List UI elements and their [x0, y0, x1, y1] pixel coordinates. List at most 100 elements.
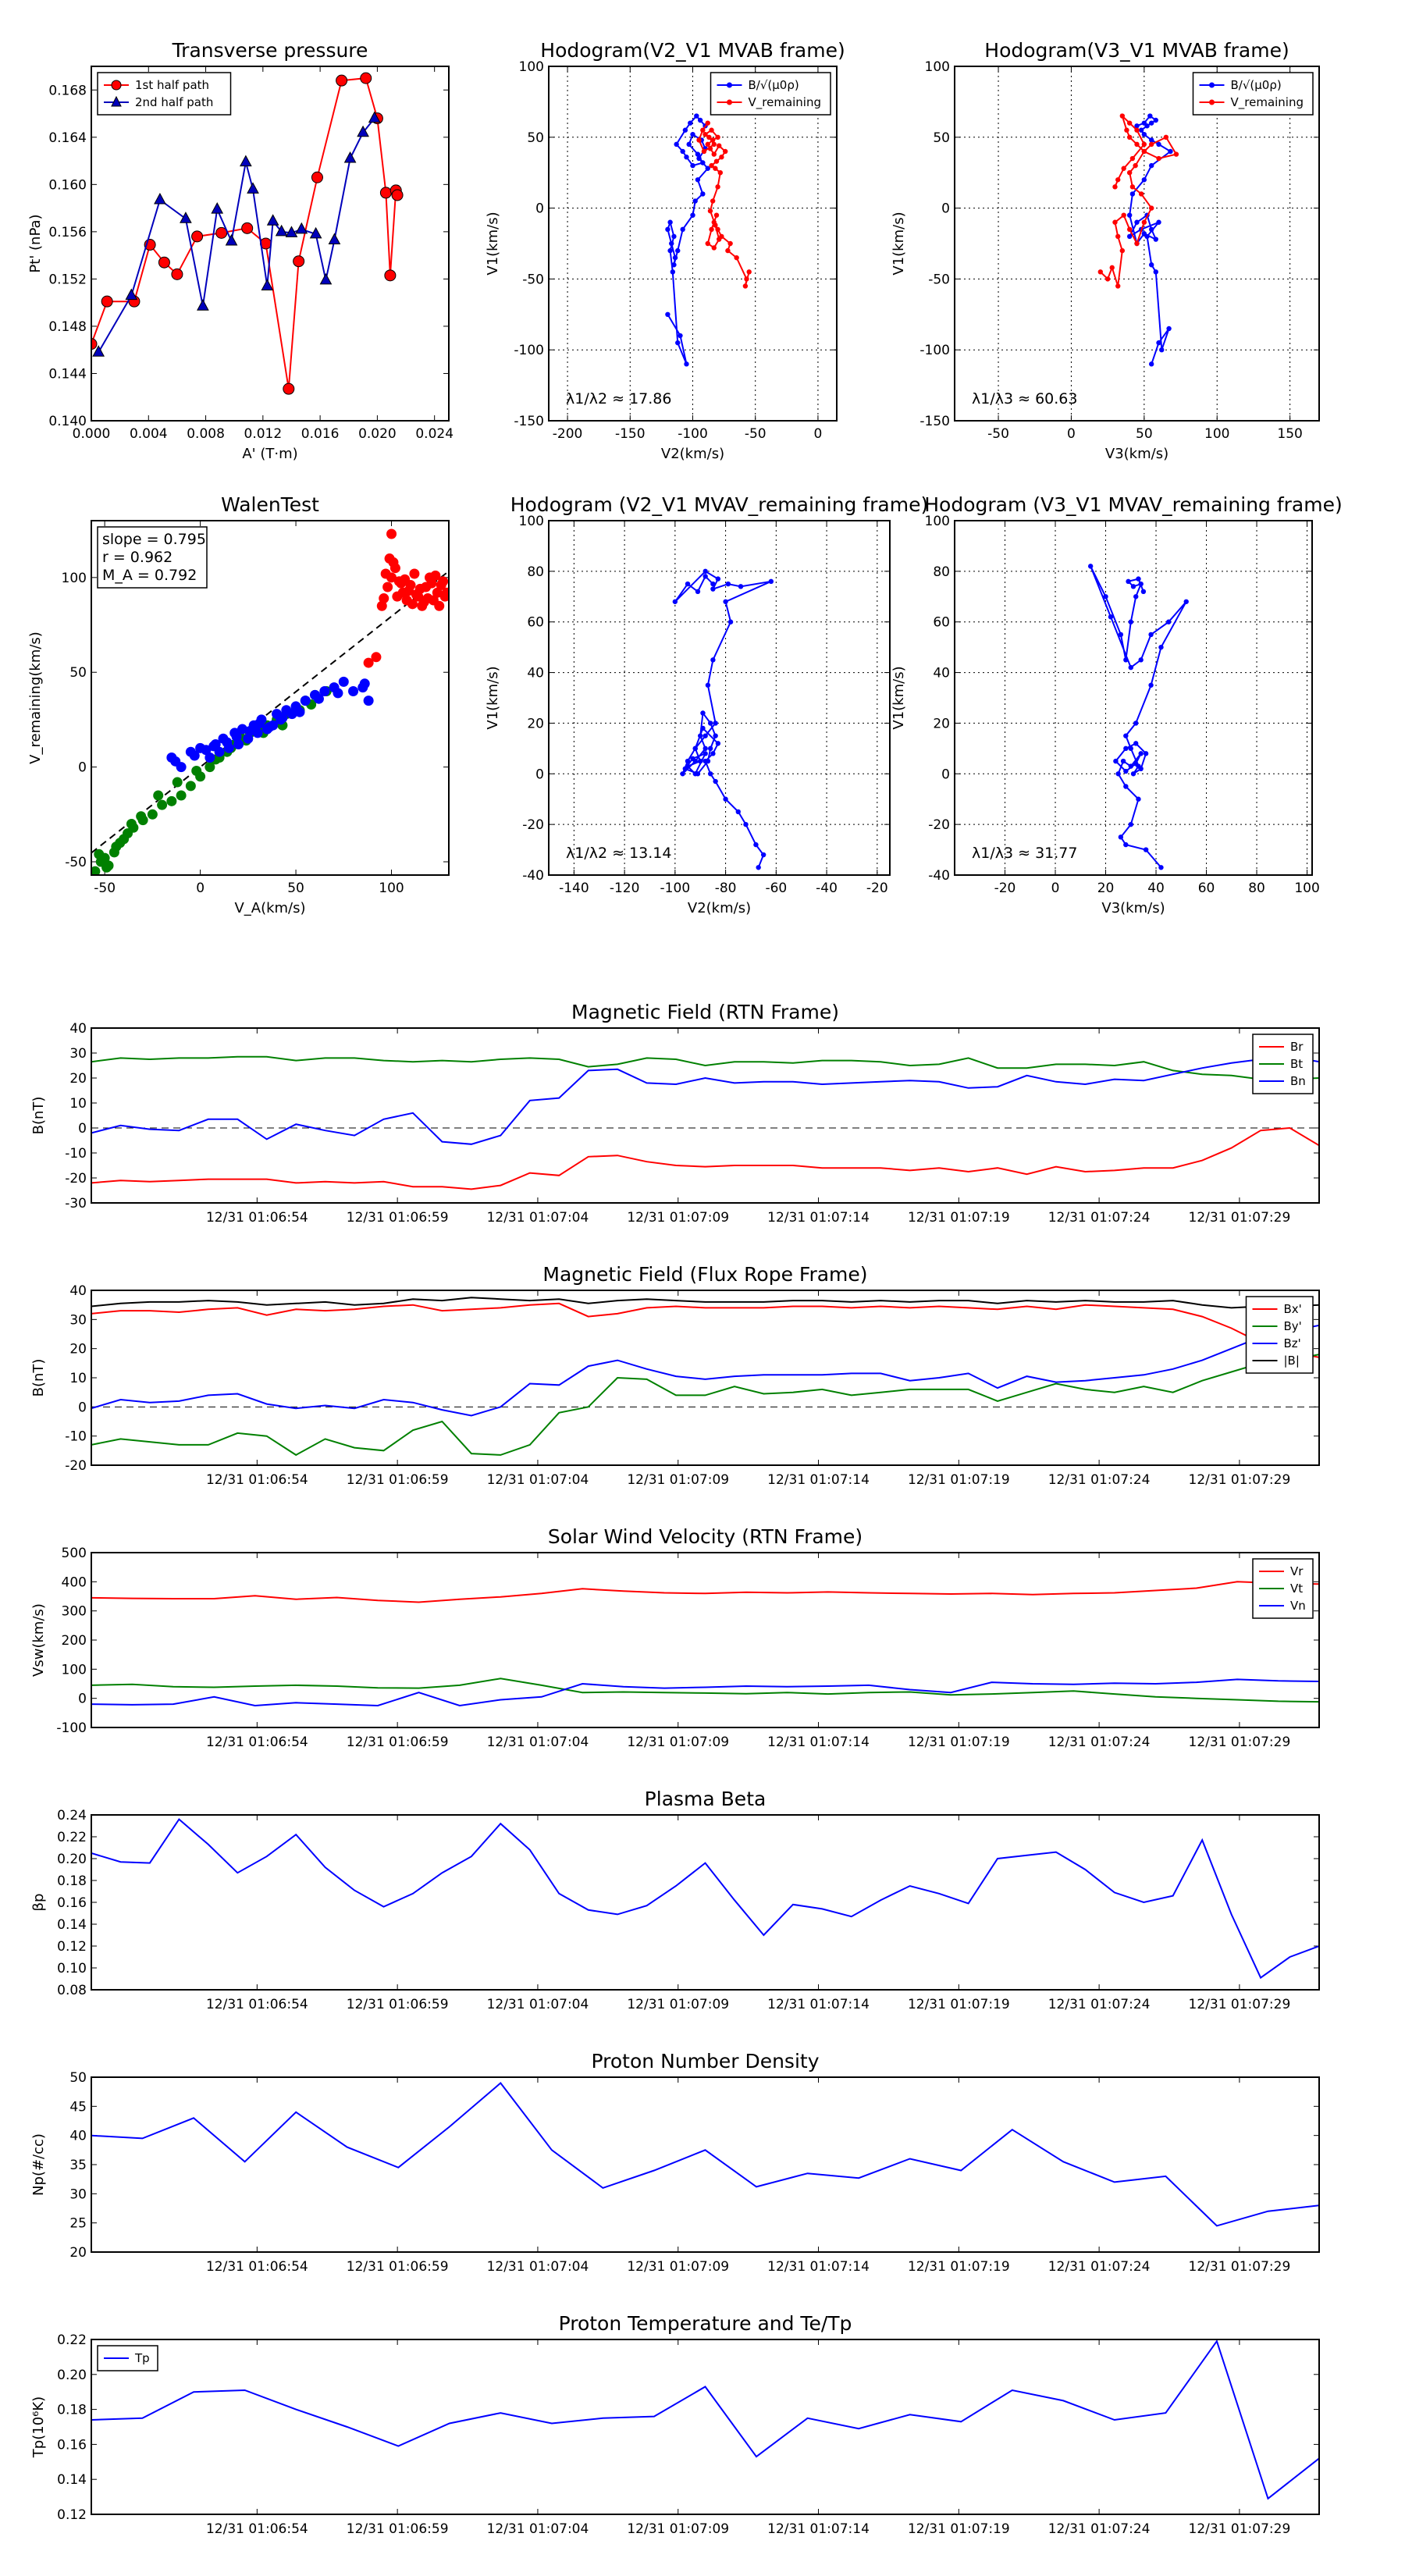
legend-label: V_remaining: [1231, 95, 1304, 110]
x-tick-label: 12/31 01:06:54: [206, 1997, 308, 2012]
data-point: [208, 741, 219, 752]
data-point: [705, 165, 710, 171]
y-axis-label: V1(km/s): [891, 666, 907, 729]
data-point: [727, 619, 734, 624]
series-line-tp: [91, 2339, 1319, 2500]
data-point: [360, 72, 372, 84]
data-point: [690, 162, 695, 169]
data-point: [434, 600, 445, 611]
data-point: [1120, 758, 1126, 764]
x-tick-label: 12/31 01:06:59: [347, 2521, 449, 2537]
chart-title: Hodogram(V2_V1 MVAB frame): [540, 39, 845, 62]
series-line-bt: [91, 1055, 1319, 1080]
data-point: [1124, 127, 1129, 133]
data-point: [702, 733, 708, 738]
data-point: [723, 796, 728, 802]
x-tick-label: 0: [814, 426, 823, 442]
data-point: [185, 781, 196, 792]
chart-walen: WalenTest -50 0 50 100 -50 0 50 100 V_A(km/s) V_re…: [27, 493, 450, 916]
x-tick-label: -100: [660, 881, 691, 896]
x-tick-label: 12/31 01:07:09: [627, 1735, 729, 1750]
x-tick-label: 12/31 01:07:24: [1048, 2521, 1151, 2537]
x-tick-label: 40: [1147, 881, 1165, 896]
series-line-b: [91, 1297, 1319, 1309]
data-point: [670, 269, 676, 275]
y-tick-label: 25: [69, 2216, 87, 2232]
data-point: [338, 676, 349, 687]
y-tick-label: 80: [527, 564, 544, 580]
x-tick-label: 12/31 01:07:29: [1189, 1735, 1291, 1750]
x-tick-label: -50: [987, 426, 1009, 442]
y-tick-label: 0: [78, 1400, 87, 1415]
data-point: [746, 269, 752, 275]
legend-marker: [111, 80, 122, 91]
y-tick-label: 0.140: [48, 414, 87, 429]
chart-beta: Plasma Beta 0.08 0.10 0.12 0.14 0.16 0.18 0.20 0…: [30, 1788, 1320, 2012]
y-tick-label: 0: [78, 1692, 87, 1707]
y-tick-label: 0.16: [57, 1895, 87, 1911]
data-point: [695, 151, 701, 157]
data-point: [432, 587, 443, 598]
data-point: [753, 841, 759, 848]
ratio-annotation: λ1/λ3 ≈ 60.63: [972, 390, 1077, 407]
data-point: [1109, 265, 1115, 271]
data-point: [707, 146, 713, 151]
data-point: [241, 222, 254, 234]
y-tick-label: 50: [69, 2070, 87, 2086]
axes-frame: [91, 1552, 1320, 1728]
data-point: [1148, 262, 1154, 268]
data-point: [684, 361, 689, 367]
ratio-annotation: λ1/λ2 ≈ 17.86: [566, 390, 671, 407]
data-point: [1166, 326, 1172, 332]
data-point: [1148, 137, 1154, 143]
data-point: [244, 725, 255, 736]
data-point: [1087, 564, 1094, 569]
data-point: [713, 720, 718, 726]
data-point: [705, 141, 710, 148]
data-point: [319, 272, 333, 285]
x-tick-label: 12/31 01:06:54: [206, 2259, 308, 2275]
data-point: [1112, 184, 1118, 190]
x-tick-label: 50: [287, 881, 304, 896]
legend-label: Bn: [1290, 1074, 1306, 1088]
data-point: [713, 158, 720, 164]
data-point: [382, 582, 393, 592]
y-tick-label: 0.18: [57, 2403, 87, 2418]
data-point: [725, 581, 731, 587]
x-axis-label: V3(km/s): [1105, 446, 1168, 462]
data-point: [1168, 148, 1173, 155]
data-point: [672, 254, 678, 261]
data-point: [705, 758, 711, 764]
data-point: [742, 283, 749, 289]
data-point: [91, 338, 98, 350]
axes-frame: [91, 66, 450, 422]
series-line-vr: [91, 1581, 1319, 1603]
data-point: [1123, 745, 1129, 752]
y-tick-label: 400: [62, 1574, 87, 1590]
chart-hodo3: Hodogram (V2_V1 MVAV_remaining frame) -40…: [485, 493, 928, 916]
axes-frame: [91, 2339, 1320, 2515]
legend-label: B/√(μ0ρ): [749, 78, 799, 92]
data-point: [702, 745, 708, 752]
legend: Bx' By' Bz' |B|: [1245, 1296, 1314, 1374]
data-point: [1141, 131, 1147, 137]
y-tick-label: 100: [62, 571, 87, 586]
data-point: [294, 706, 305, 717]
data-point: [698, 758, 703, 764]
y-axis-label: B(nT): [30, 1359, 47, 1397]
data-point: [386, 528, 397, 539]
data-point: [1147, 113, 1153, 119]
data-point: [709, 127, 714, 133]
legend-label: Vt: [1290, 1582, 1303, 1596]
data-point: [1148, 632, 1154, 638]
data-point: [707, 208, 713, 214]
y-tick-label: 60: [933, 615, 950, 631]
y-tick-label: 0.14: [57, 2472, 87, 2488]
data-point: [711, 141, 717, 148]
data-point: [700, 725, 706, 731]
x-tick-label: 12/31 01:07:09: [627, 1472, 729, 1488]
data-point: [760, 852, 767, 858]
x-tick-label: 12/31 01:07:14: [767, 2259, 870, 2275]
data-point: [1130, 771, 1136, 777]
